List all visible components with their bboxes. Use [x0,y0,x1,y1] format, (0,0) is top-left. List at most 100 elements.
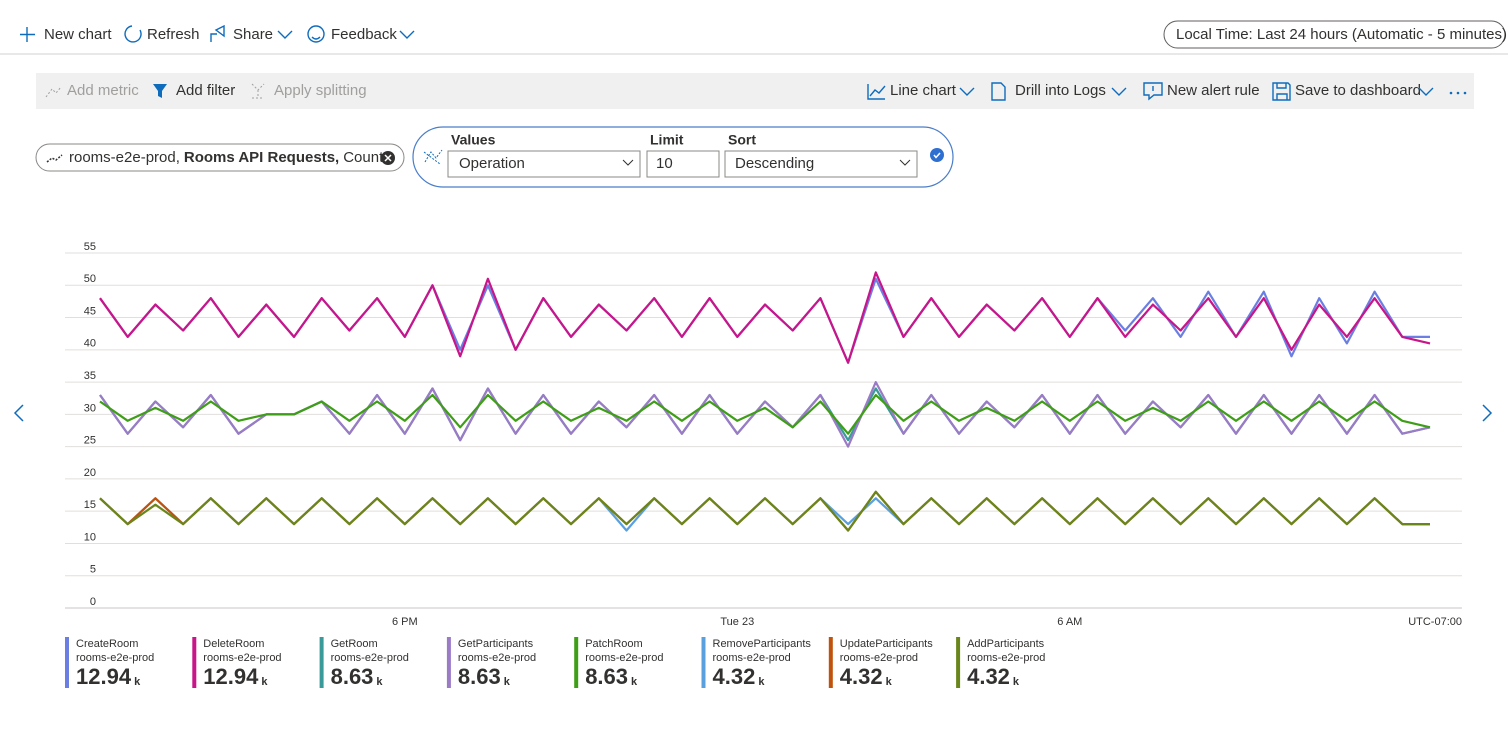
values-selected[interactable]: Operation [459,155,525,172]
x-tick-label: 6 PM [392,616,418,628]
time-range-pill[interactable] [1163,20,1506,49]
legend-swatch [319,637,324,688]
share-button[interactable]: Share [233,26,273,43]
share-icon [210,24,225,42]
splitting-panel: Values Limit Sort Operation 10 Descendin… [412,126,954,188]
new-alert-rule-button[interactable]: New alert rule [1167,82,1260,99]
sort-label: Sort [728,132,756,148]
y-tick-label: 5 [90,564,96,576]
limit-value[interactable]: 10 [656,155,673,172]
feedback-icon [307,25,325,43]
chevron [277,30,293,39]
line-chart-icon [867,84,886,100]
metric-pill[interactable]: rooms-e2e-prod, Rooms API Requests, Count [35,143,405,172]
apply-check[interactable] [930,148,944,162]
refresh-button[interactable]: Refresh [147,26,200,43]
alert-icon [1143,82,1163,101]
legend-swatch [701,637,706,688]
resource: rooms-e2e-prod, [69,149,180,166]
y-tick-label: 0 [90,596,96,608]
legend-resource: rooms-e2e-prod [203,652,281,664]
next-arrow[interactable] [1482,404,1493,422]
values-dropdown[interactable] [447,150,641,178]
timezone-note: UTC-07:00 [1408,616,1462,628]
drill-into-logs-button[interactable]: Drill into Logs [1015,82,1106,99]
top-toolbar: New chart Refresh Share Feedback Local T… [0,20,1508,55]
sort-selected[interactable]: Descending [735,155,814,172]
legend-unit: k [376,676,383,688]
logs-icon [991,82,1006,101]
y-tick-label: 20 [84,467,96,479]
legend-total: 8.63 [331,664,374,689]
y-tick-label: 35 [84,370,96,382]
sort-dropdown[interactable] [724,150,918,178]
y-tick-label: 45 [84,305,96,317]
add-metric-icon [45,86,62,98]
chevron [1418,87,1434,96]
more-button[interactable] [1449,91,1467,95]
add-filter-button[interactable]: Add filter [176,82,235,99]
legend-swatch [65,637,69,688]
filter-icon [153,84,167,98]
metric-label: rooms-e2e-prod, Rooms API Requests, Count [69,149,384,166]
legend-swatch [828,637,833,688]
chevron [399,30,415,39]
apply-splitting-button[interactable]: Apply splitting [274,82,367,99]
legend-unit: k [134,676,141,688]
legend-swatch [192,637,197,688]
legend-resource: rooms-e2e-prod [76,652,154,664]
legend-name: GetRoom [331,638,378,650]
series-line [99,490,1430,532]
y-tick-label: 25 [84,435,96,447]
add-metric-button[interactable]: Add metric [67,82,139,99]
legend-name: DeleteRoom [203,638,264,650]
y-tick-label: 15 [84,499,96,511]
limit-input[interactable] [646,150,720,178]
chart: 0 5 10 15 20 25 30 35 40 45 50 55 6 PM Tue 23 6 AM Crea… [65,241,1462,689]
legend-unit: k [631,676,638,688]
pill-border [35,143,405,172]
smile [311,36,321,40]
split-icon [251,83,265,99]
series-line [99,271,1431,364]
y-tick-label: 50 [84,273,96,285]
feedback-button[interactable]: Feedback [331,26,397,43]
legend-name: RemoveParticipants [713,638,812,650]
line-chart-button[interactable]: Line chart [890,82,957,99]
y-tick-label: 55 [84,241,96,253]
legend-name: GetParticipants [458,638,534,650]
legend-unit: k [758,676,765,688]
refresh-icon [124,25,142,43]
y-tick-label: 10 [84,531,96,543]
y-tick-label: 30 [84,402,96,414]
command-bar: Add metric Add filter Apply splitting Li… [36,73,1474,109]
y-tick-label: 40 [84,338,96,350]
series-line [99,497,1430,532]
legend-total: 12.94 [203,664,259,689]
command-bar-bg [36,73,1474,109]
legend-swatch [446,637,451,688]
chevron [622,159,634,166]
legend-total: 4.32 [967,664,1010,689]
legend-resource: rooms-e2e-prod [585,652,663,664]
aggregation: Count [343,149,384,166]
values-label: Values [451,132,496,148]
legend-unit: k [504,676,511,688]
save-to-dashboard-button[interactable]: Save to dashboard [1295,82,1421,99]
prev-arrow[interactable] [13,404,24,422]
x-tick-label: 6 AM [1057,616,1082,628]
new-chart-button[interactable]: New chart [44,26,112,43]
legend-unit: k [886,676,893,688]
time-range[interactable]: Local Time: Last 24 hours (Automatic - 5… [1176,26,1507,43]
legend-swatch [956,637,961,688]
